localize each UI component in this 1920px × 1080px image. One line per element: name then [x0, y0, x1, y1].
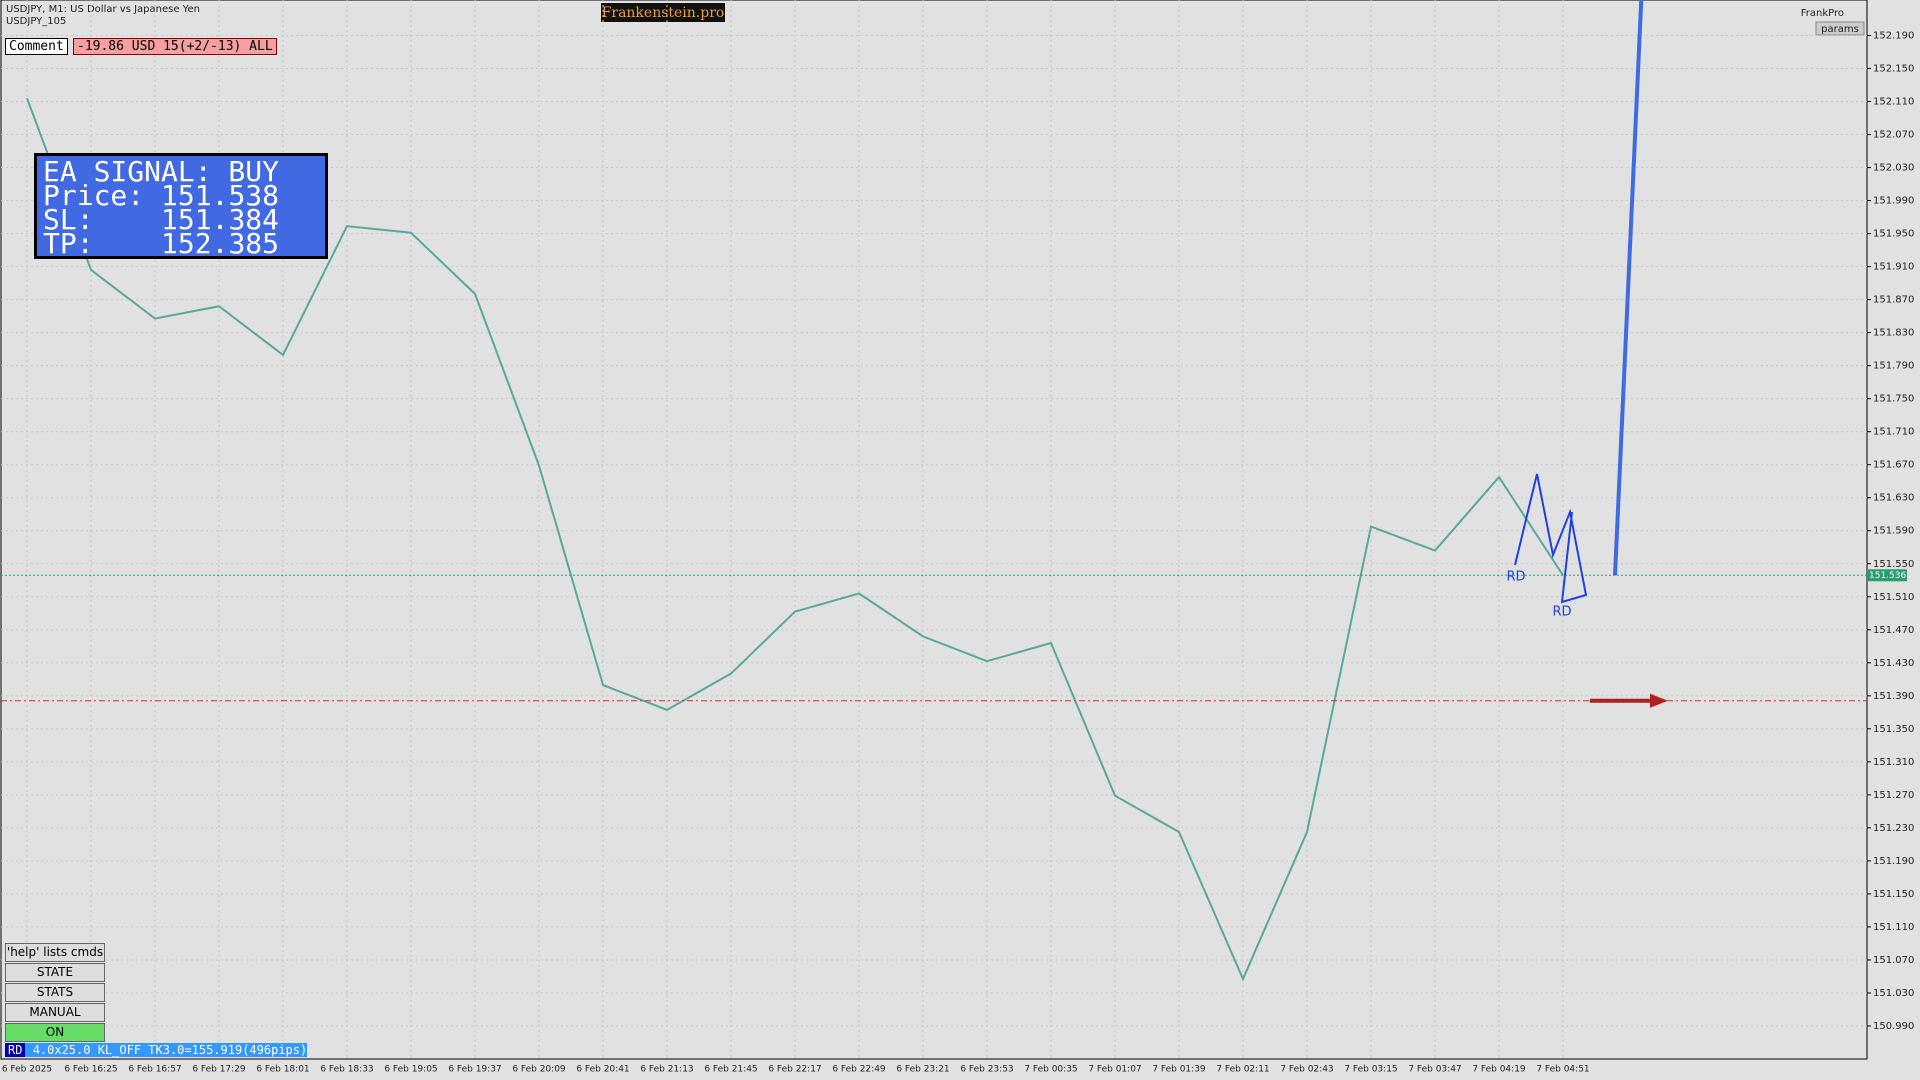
comment-text: -19.86 USD 15(+2/-13) ALL [73, 38, 277, 55]
sl-arrow-head [1650, 693, 1668, 708]
x-tick-label: 7 Feb 04:19 [1472, 1065, 1526, 1075]
y-tick-label: 151.310 [1873, 757, 1914, 768]
plot-border [0, 0, 1868, 1060]
brand-box [601, 3, 725, 22]
y-tick-label: 151.870 [1873, 295, 1914, 306]
comment-label: Comment [5, 38, 68, 55]
x-tick-label: 7 Feb 01:39 [1152, 1065, 1206, 1075]
signal-row: TP: 152.385 [43, 230, 319, 258]
status-tag: RD [5, 1043, 26, 1057]
y-tick-label: 151.150 [1873, 889, 1914, 900]
x-tick-label: 7 Feb 04:51 [1536, 1065, 1589, 1075]
y-tick-label: 151.230 [1873, 823, 1914, 834]
x-tick-label: 7 Feb 02:11 [1216, 1065, 1269, 1075]
y-tick-label: 151.590 [1873, 526, 1914, 537]
y-tick-label: 151.630 [1873, 493, 1914, 504]
y-tick-label: 151.510 [1873, 592, 1914, 603]
y-tick-label: 151.350 [1873, 724, 1914, 735]
y-tick-label: 151.390 [1873, 691, 1914, 702]
price-tag: 151.536 [1869, 571, 1906, 581]
x-tick-label: 6 Feb 23:53 [960, 1065, 1013, 1075]
signal-key: TP: [43, 227, 94, 260]
y-tick-label: 151.030 [1873, 988, 1914, 999]
x-tick-label: 6 Feb 18:33 [320, 1065, 373, 1075]
signal-box: EA SIGNAL: BUY Price: 151.538 SL: 151.38… [34, 153, 328, 259]
x-tick-label: 6 Feb 20:41 [576, 1065, 629, 1075]
y-tick-label: 152.190 [1873, 30, 1914, 41]
button[interactable]: STATS [5, 983, 105, 1002]
x-tick-label: 7 Feb 03:47 [1408, 1065, 1461, 1075]
x-tick-label: 6 Feb 21:45 [704, 1065, 757, 1075]
x-tick-label: 7 Feb 03:15 [1344, 1065, 1397, 1075]
y-tick-label: 151.470 [1873, 625, 1914, 636]
y-tick-label: 151.550 [1873, 559, 1914, 570]
pattern-label: RD [1552, 605, 1571, 620]
y-tick-label: 152.110 [1873, 97, 1914, 108]
x-tick-label: 7 Feb 02:43 [1280, 1065, 1333, 1075]
x-tick-label: 6 Feb 23:21 [896, 1065, 949, 1075]
y-tick-label: 152.150 [1873, 64, 1914, 75]
y-tick-label: 151.950 [1873, 229, 1914, 240]
x-tick-label: 6 Feb 21:13 [640, 1065, 693, 1075]
y-tick-label: 151.270 [1873, 790, 1914, 801]
y-tick-label: 151.830 [1873, 328, 1914, 339]
signal-key: Price: [43, 179, 145, 212]
x-tick-label: 6 Feb 19:05 [384, 1065, 437, 1075]
x-tick-label: 6 Feb 2025 [2, 1065, 52, 1075]
status-text: 4.0x25.0 KL_OFF TK3.0=155.919(496pips) [32, 1043, 308, 1057]
params-box[interactable] [1815, 21, 1865, 36]
y-tick-label: 151.670 [1873, 460, 1914, 471]
signal-key: SL: [43, 203, 94, 236]
y-tick-label: 151.070 [1873, 955, 1914, 966]
x-tick-label: 7 Feb 00:35 [1024, 1065, 1077, 1075]
button[interactable]: MANUAL [5, 1003, 105, 1022]
y-tick-label: 151.750 [1873, 394, 1914, 405]
y-tick-label: 152.030 [1873, 163, 1914, 174]
x-tick-label: 6 Feb 17:29 [192, 1065, 246, 1075]
button[interactable]: 'help' lists cmds [5, 943, 105, 962]
symbol: USDJPY, M1: US Dollar vs Japanese Yen [6, 4, 200, 15]
signal-value: 151.538 [161, 179, 280, 212]
user: FrankPro [1801, 8, 1844, 19]
x-tick-label: 7 Feb 01:07 [1088, 1065, 1141, 1075]
y-tick-label: 150.990 [1873, 1021, 1914, 1032]
y-tick-label: 151.190 [1873, 856, 1914, 867]
tp-projection [1613, 0, 1644, 576]
x-tick-label: 6 Feb 22:17 [768, 1065, 821, 1075]
button[interactable]: STATE [5, 963, 105, 982]
x-tick-label: 6 Feb 16:57 [128, 1065, 181, 1075]
signal-row: Price: 151.538 [43, 182, 319, 210]
x-tick-label: 6 Feb 22:49 [832, 1065, 886, 1075]
y-tick-label: 151.790 [1873, 361, 1914, 372]
y-tick-label: 151.990 [1873, 196, 1914, 207]
price-line [26, 97, 1564, 982]
y-tick-label: 152.070 [1873, 130, 1914, 141]
signal-value: 152.385 [161, 227, 280, 260]
pattern [1514, 473, 1588, 604]
y-tick-label: 151.110 [1873, 922, 1914, 933]
indicator: USDJPY_105 [6, 16, 66, 27]
signal-row: SL: 151.384 [43, 206, 319, 234]
brand: Frankenstein.pro [602, 5, 725, 21]
x-tick-label: 6 Feb 20:09 [512, 1065, 566, 1075]
status: RD 4.0x25.0 KL_OFF TK3.0=155.919(496pips… [5, 1043, 308, 1057]
signal-value: 151.384 [161, 203, 280, 236]
y-tick-label: 151.430 [1873, 658, 1914, 669]
pattern-label: RD [1506, 570, 1525, 585]
signal-title: EA SIGNAL: BUY [43, 155, 280, 188]
button[interactable]: ON [5, 1023, 105, 1042]
x-tick-label: 6 Feb 16:25 [64, 1065, 117, 1075]
x-tick-label: 6 Feb 18:01 [256, 1065, 309, 1075]
y-tick-label: 151.910 [1873, 262, 1914, 273]
params[interactable]: params [1821, 24, 1859, 35]
y-tick-label: 151.710 [1873, 427, 1914, 438]
price-tag-bg [1867, 569, 1907, 582]
x-tick-label: 6 Feb 19:37 [448, 1065, 501, 1075]
